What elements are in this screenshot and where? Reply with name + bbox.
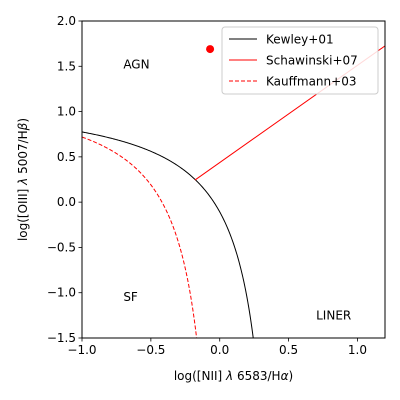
series-line-kauffmann-03 (82, 136, 198, 338)
region-label-sf: SF (123, 290, 138, 304)
y-tick-label: 1.0 (57, 105, 76, 119)
legend-label: Kewley+01 (266, 33, 334, 47)
legend-box (221, 26, 379, 95)
x-tick-label: 0.0 (210, 343, 229, 357)
y-tick-label: 0.5 (57, 150, 76, 164)
y-tick-label: 1.5 (57, 59, 76, 73)
y-tick-label: −1.5 (47, 331, 76, 345)
y-tick-label: −1.0 (47, 286, 76, 300)
y-axis-ticks: −1.5 −1.0 −0.5 0.0 0.5 1.0 1.5 2.0 (47, 14, 82, 345)
region-label-liner: LINER (316, 308, 351, 322)
y-tick-label: 2.0 (57, 14, 76, 28)
legend: Kewley+01 Schawinski+07 Kauffmann+03 (221, 26, 379, 95)
y-tick-label: −0.5 (47, 240, 76, 254)
plot-frame (81, 20, 386, 339)
x-axis-ticks: −1.0 −0.5 0.0 0.5 1.0 (67, 338, 367, 357)
x-tick-label: 0.5 (279, 343, 298, 357)
region-label-agn: AGN (123, 57, 149, 71)
y-axis-label: log([OIII] λ 5007/Hβ) (16, 118, 30, 241)
annotation-layer: AGN SF LINER (123, 57, 351, 322)
series-line-kewley-01 (82, 131, 254, 338)
x-tick-label: 1.0 (348, 343, 367, 357)
legend-label: Schawinski+07 (266, 54, 358, 68)
x-axis-label: log([NII] λ 6583/Hα) (174, 369, 293, 383)
x-tick-label: −0.5 (136, 343, 165, 357)
data-point (206, 45, 215, 54)
x-tick-label: −1.0 (67, 343, 96, 357)
legend-label: Kauffmann+03 (266, 75, 356, 89)
y-tick-label: 0.0 (57, 195, 76, 209)
